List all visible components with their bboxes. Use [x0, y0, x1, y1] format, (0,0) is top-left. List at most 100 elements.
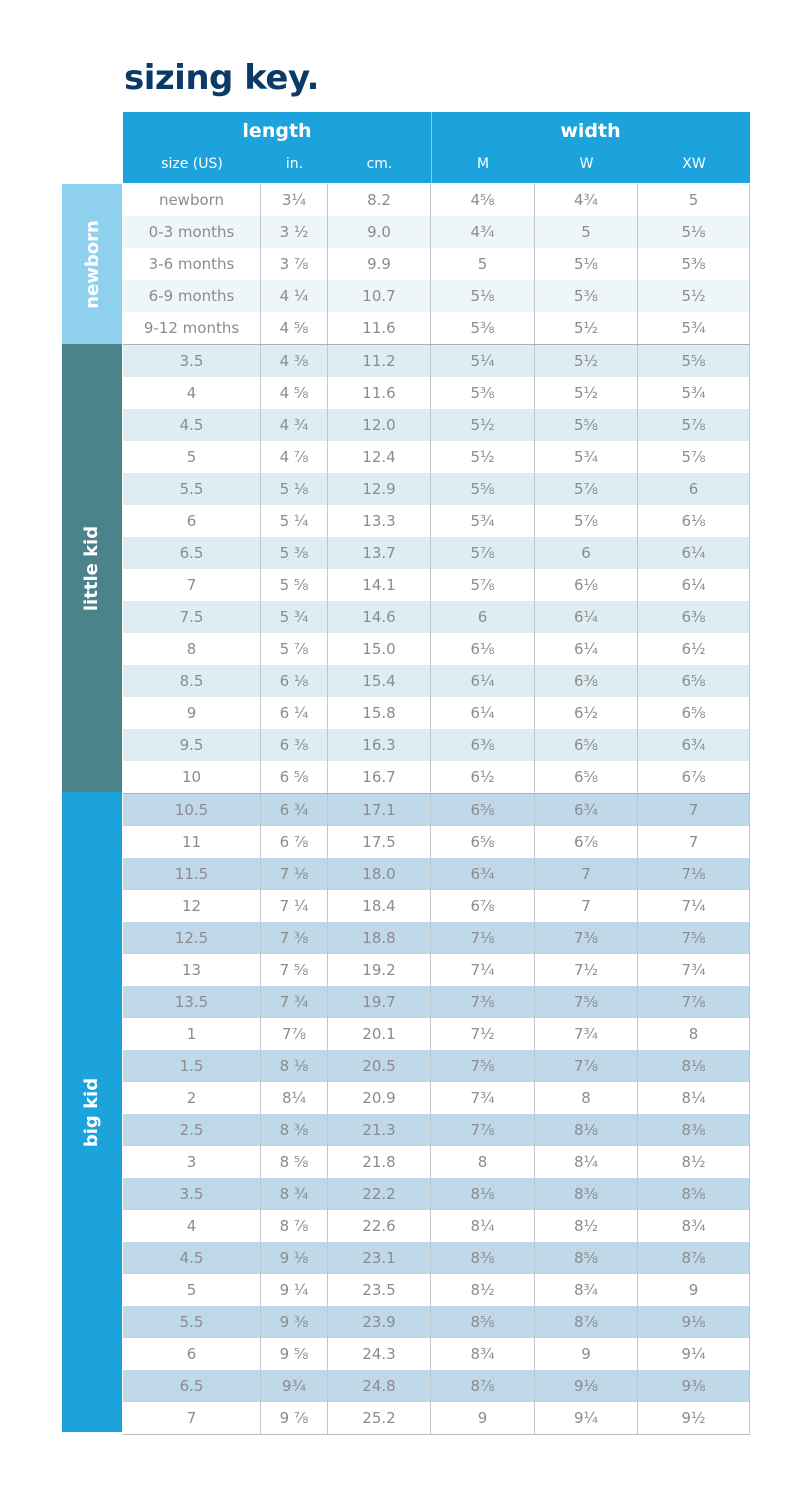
cell-size: 3.5: [123, 345, 261, 377]
table-row: 11.5 7 ⅛ 18.0 6¾ 7 7⅛: [123, 858, 750, 890]
cell-size: 4.5: [123, 1242, 261, 1274]
cell-xw: 6⅝: [638, 665, 750, 697]
cell-m: 5¾: [431, 505, 535, 537]
cell-cm: 17.1: [328, 794, 431, 826]
cell-in: 9 ⅛: [261, 1242, 328, 1274]
cell-in: 4 ⅜: [261, 345, 328, 377]
cell-m: 7½: [431, 1018, 535, 1050]
cell-size: 10.5: [123, 794, 261, 826]
cell-w: 6⅜: [535, 665, 638, 697]
cell-size: 13: [123, 954, 261, 986]
group-labels: newborn little kid big kid: [62, 184, 122, 1432]
table-row: 9-12 months 4 ⅝ 11.6 5⅜ 5½ 5¾: [123, 312, 750, 344]
cell-xw: 8⅝: [638, 1178, 750, 1210]
cell-m: 5⅜: [431, 312, 535, 344]
cell-w: 8⅜: [535, 1178, 638, 1210]
cell-xw: 6⅝: [638, 697, 750, 729]
table-row: 0-3 months 3 ½ 9.0 4¾ 5 5⅛: [123, 216, 750, 248]
cell-in: 7 ¼: [261, 890, 328, 922]
width-group-header: width: [560, 120, 621, 142]
header-divider: [431, 112, 432, 183]
cell-cm: 12.4: [328, 441, 431, 473]
cell-in: 7 ⅝: [261, 954, 328, 986]
cell-cm: 15.4: [328, 665, 431, 697]
cell-xw: 6¾: [638, 729, 750, 761]
cell-m: 5½: [431, 409, 535, 441]
cell-cm: 18.8: [328, 922, 431, 954]
cell-m: 6½: [431, 761, 535, 793]
cell-cm: 19.2: [328, 954, 431, 986]
cell-w: 8⅝: [535, 1242, 638, 1274]
cell-cm: 23.1: [328, 1242, 431, 1274]
cell-w: 6: [535, 537, 638, 569]
cell-cm: 19.7: [328, 986, 431, 1018]
cell-in: 9 ⅝: [261, 1338, 328, 1370]
cell-cm: 17.5: [328, 826, 431, 858]
cell-cm: 18.4: [328, 890, 431, 922]
table-row: newborn 3¼ 8.2 4⅝ 4¾ 5: [123, 184, 750, 216]
cell-in: 6 ¼: [261, 697, 328, 729]
table-row: 8.5 6 ⅛ 15.4 6¼ 6⅜ 6⅝: [123, 665, 750, 697]
cell-m: 8⅝: [431, 1306, 535, 1338]
cell-xw: 6¼: [638, 569, 750, 601]
cell-cm: 14.6: [328, 601, 431, 633]
cell-size: newborn: [123, 184, 261, 216]
cell-m: 6¼: [431, 665, 535, 697]
cell-m: 4⅝: [431, 184, 535, 216]
cell-w: 5½: [535, 345, 638, 377]
cell-m: 6: [431, 601, 535, 633]
cell-size: 0-3 months: [123, 216, 261, 248]
cell-w: 8⅛: [535, 1114, 638, 1146]
cell-size: 2: [123, 1082, 261, 1114]
cell-in: 4 ⅞: [261, 441, 328, 473]
cell-w: 8: [535, 1082, 638, 1114]
cell-size: 11.5: [123, 858, 261, 890]
cell-cm: 11.6: [328, 312, 431, 344]
sizing-table: newborn 3¼ 8.2 4⅝ 4¾ 5 0-3 months 3 ½ 9.0 4¾ 5 5⅛ 3-…: [123, 184, 750, 1435]
cell-size: 6: [123, 1338, 261, 1370]
cell-xw: 7: [638, 794, 750, 826]
table-row: 1 7⅞ 20.1 7½ 7¾ 8: [123, 1018, 750, 1050]
group-label-text: newborn: [81, 219, 103, 309]
cell-size: 2.5: [123, 1114, 261, 1146]
cell-w: 5⅜: [535, 280, 638, 312]
cell-w: 9: [535, 1338, 638, 1370]
cell-cm: 24.8: [328, 1370, 431, 1402]
table-row: 4.5 9 ⅛ 23.1 8⅜ 8⅝ 8⅞: [123, 1242, 750, 1274]
cell-w: 6⅝: [535, 761, 638, 793]
cell-cm: 21.3: [328, 1114, 431, 1146]
cell-m: 7⅜: [431, 986, 535, 1018]
table-row: 7.5 5 ¾ 14.6 6 6¼ 6⅜: [123, 601, 750, 633]
table-row: 13 7 ⅝ 19.2 7¼ 7½ 7¾: [123, 954, 750, 986]
column-header-m: M: [476, 156, 490, 172]
cell-xw: 5½: [638, 280, 750, 312]
cell-xw: 5⅞: [638, 441, 750, 473]
table-row: 12 7 ¼ 18.4 6⅞ 7 7¼: [123, 890, 750, 922]
cell-xw: 6⅞: [638, 761, 750, 793]
cell-in: 6 ⅜: [261, 729, 328, 761]
column-header-w: W: [579, 156, 594, 172]
cell-xw: 7⅝: [638, 922, 750, 954]
cell-xw: 5⅞: [638, 409, 750, 441]
cell-m: 5⅞: [431, 537, 535, 569]
cell-xw: 7: [638, 826, 750, 858]
cell-w: 6⅞: [535, 826, 638, 858]
cell-in: 8¼: [261, 1082, 328, 1114]
cell-w: 4¾: [535, 184, 638, 216]
cell-in: 5 ⅞: [261, 633, 328, 665]
cell-cm: 23.5: [328, 1274, 431, 1306]
cell-xw: 6: [638, 473, 750, 505]
cell-in: 5 ¾: [261, 601, 328, 633]
cell-xw: 8⅞: [638, 1242, 750, 1274]
column-header-in: in.: [285, 156, 304, 172]
cell-cm: 9.0: [328, 216, 431, 248]
length-group-header: length: [242, 120, 312, 142]
cell-m: 6⅝: [431, 794, 535, 826]
cell-cm: 15.8: [328, 697, 431, 729]
table-row: 3-6 months 3 ⅞ 9.9 5 5⅛ 5⅜: [123, 248, 750, 280]
cell-w: 5⅞: [535, 505, 638, 537]
